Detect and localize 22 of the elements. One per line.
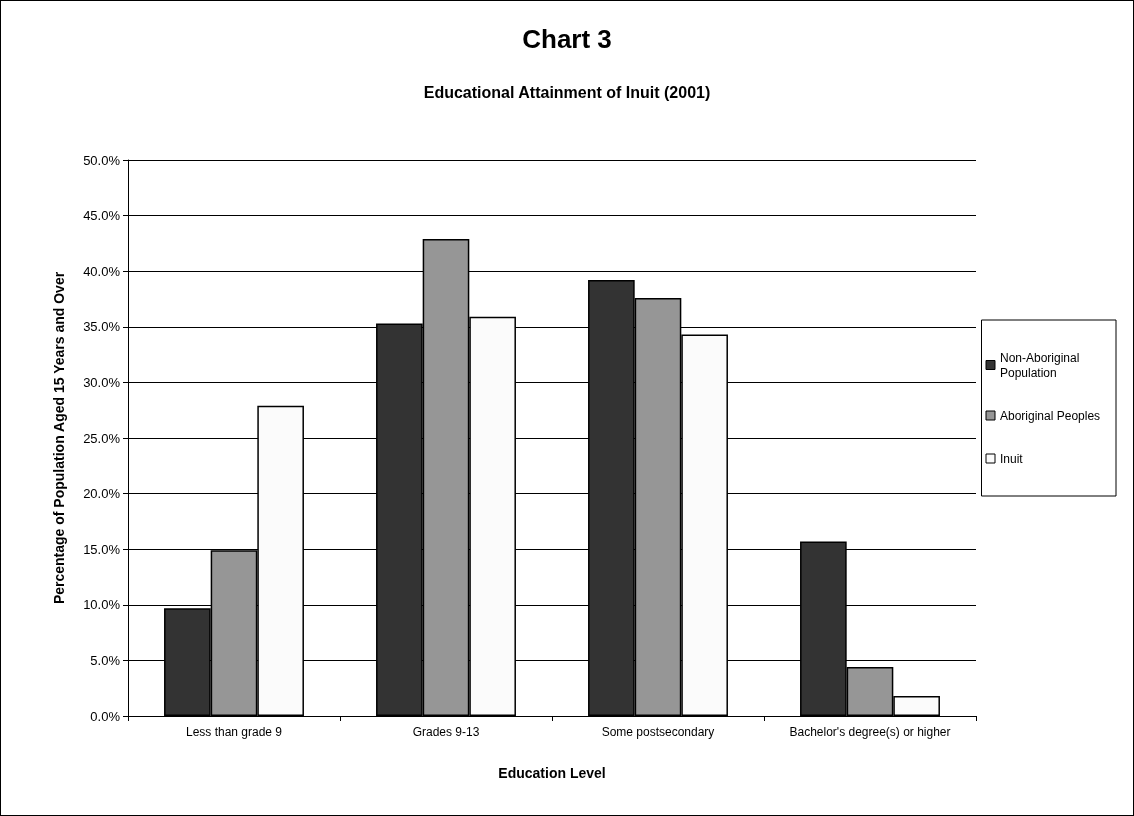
y-tick-label: 0.0% <box>90 708 121 724</box>
y-tick-label: 15.0% <box>83 541 121 557</box>
legend-label: Aboriginal Peoples <box>1000 408 1101 423</box>
y-axis-title: Percentage of Population Aged 15 Years and Over <box>51 271 67 605</box>
y-tick-label: 10.0% <box>83 597 121 613</box>
x-axis-title: Education Level <box>498 765 606 781</box>
y-tick-label: 35.0% <box>83 319 121 335</box>
y-tick-label: 50.0% <box>83 152 121 168</box>
x-tick-label: Grades 9-13 <box>412 724 480 739</box>
chart-subtitle: Educational Attainment of Inuit (2001) <box>423 83 711 101</box>
y-tick-label: 25.0% <box>83 430 121 446</box>
x-tick-label: Less than grade 9 <box>185 724 283 739</box>
y-tick-label: 5.0% <box>90 652 121 668</box>
y-tick-label: 45.0% <box>83 208 121 224</box>
x-tick-label: Some postsecondary <box>601 724 715 739</box>
chart-title: Chart 3 <box>522 24 612 54</box>
y-tick-label: 20.0% <box>83 486 121 502</box>
legend-label: Non-Aboriginal Population <box>1000 350 1083 380</box>
y-tick-label: 40.0% <box>83 263 121 279</box>
x-tick-label: Bachelor's degree(s) or higher <box>789 724 951 739</box>
y-tick-label: 30.0% <box>83 374 121 390</box>
legend-label: Inuit <box>1000 451 1024 466</box>
